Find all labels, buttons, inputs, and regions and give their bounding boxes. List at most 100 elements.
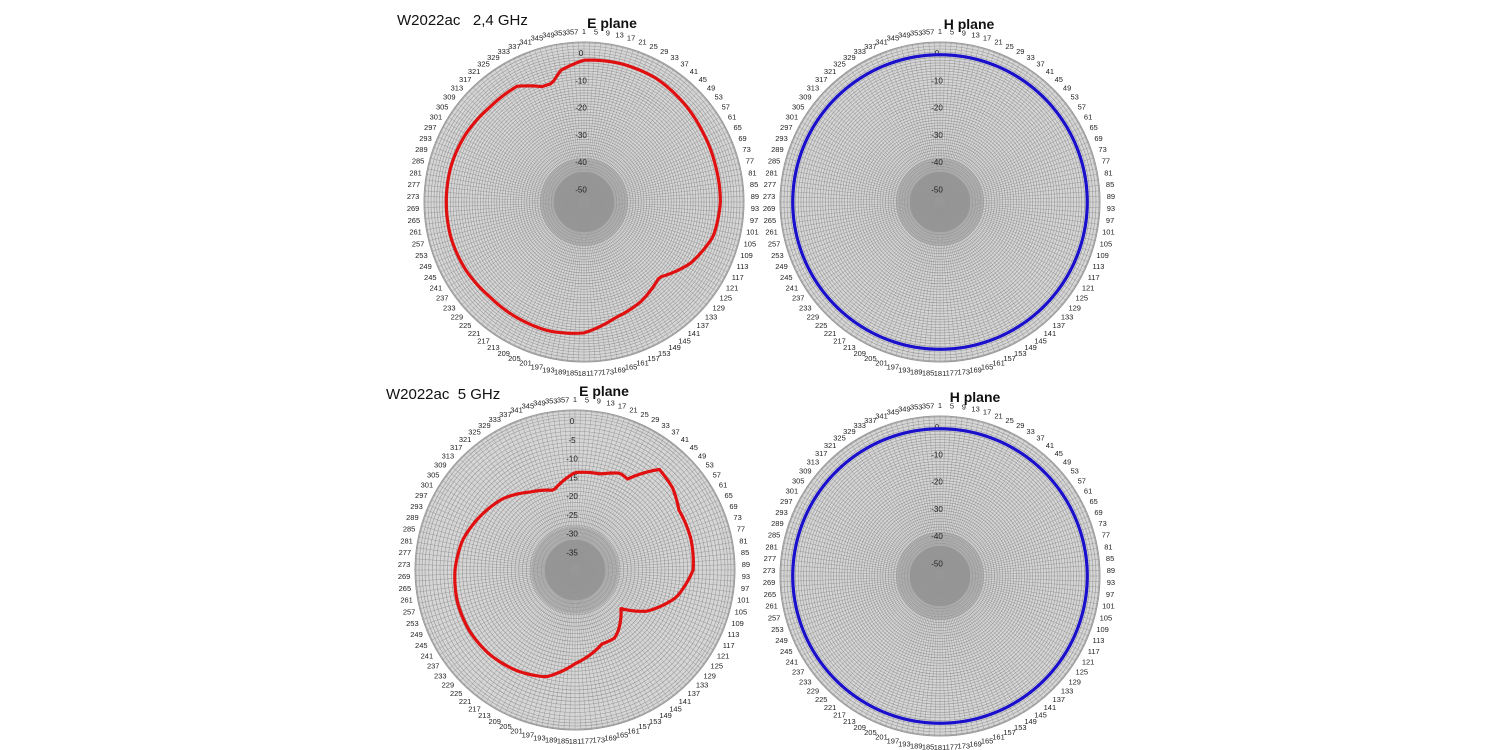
angle-label-209: 209 (497, 349, 510, 358)
angle-label-313: 313 (807, 458, 820, 467)
angle-label-69: 69 (1094, 508, 1102, 517)
angle-label-325: 325 (468, 428, 481, 437)
angle-label-193: 193 (898, 739, 911, 748)
angle-label-245: 245 (780, 273, 793, 282)
angle-label-285: 285 (412, 157, 425, 166)
angle-label-185: 185 (922, 743, 935, 750)
radial-tick-label: -40 (931, 158, 943, 167)
angle-label-313: 313 (807, 84, 820, 93)
angle-label-241: 241 (786, 658, 799, 667)
angle-label-5: 5 (594, 27, 598, 36)
polar-chart-0: 0-10-20-30-40-501 5 9 13 17 21 252933374145495… (407, 27, 759, 378)
angle-label-253: 253 (771, 625, 784, 634)
angle-label-41: 41 (690, 67, 698, 76)
polar-chart-1: 0-10-20-30-40-501 5 9 13 17 21 252933374145495… (763, 27, 1115, 378)
radial-tick-label: -50 (931, 185, 943, 194)
angle-label-25: 25 (1005, 416, 1013, 425)
angle-label-337: 337 (499, 410, 512, 419)
angle-label-333: 333 (853, 47, 866, 56)
angle-label-69: 69 (1094, 134, 1102, 143)
angle-label-233: 233 (434, 671, 447, 680)
angle-label-357: 357 (922, 401, 935, 410)
angle-label-33: 33 (661, 421, 669, 430)
angle-label-197: 197 (887, 736, 900, 745)
angle-label-241: 241 (430, 284, 443, 293)
angle-label-61: 61 (728, 113, 736, 122)
angle-label-1: 1 (573, 395, 577, 404)
angle-label-297: 297 (780, 123, 793, 132)
angle-label-81: 81 (1104, 542, 1112, 551)
angle-label-217: 217 (833, 336, 846, 345)
angle-label-157: 157 (647, 354, 660, 363)
radial-tick-label: -10 (575, 76, 587, 85)
angle-label-205: 205 (499, 722, 512, 731)
angle-label-241: 241 (786, 284, 799, 293)
plot-title-e-plane-2-4ghz: E plane (587, 15, 637, 31)
polar-chart-2: 0-5-10-15-20-25-30-351 5 9 13 17 21 2529333741… (398, 395, 750, 746)
angle-label-141: 141 (679, 697, 692, 706)
angle-label-293: 293 (419, 134, 432, 143)
angle-label-205: 205 (864, 354, 877, 363)
angle-label-329: 329 (487, 53, 500, 62)
angle-label-77: 77 (737, 525, 745, 534)
angle-label-285: 285 (403, 525, 416, 534)
angle-label-181: 181 (934, 743, 947, 750)
angle-label-153: 153 (1014, 349, 1027, 358)
angle-label-133: 133 (1061, 312, 1074, 321)
angle-label-181: 181 (578, 369, 591, 378)
angle-label-337: 337 (864, 42, 877, 51)
angle-label-309: 309 (443, 93, 456, 102)
angle-label-197: 197 (522, 730, 535, 739)
radial-tick-label: -5 (568, 436, 576, 445)
angle-label-265: 265 (408, 216, 421, 225)
angle-label-41: 41 (1046, 67, 1054, 76)
angle-label-281: 281 (765, 542, 778, 551)
angle-label-145: 145 (678, 336, 691, 345)
angle-label-173: 173 (602, 367, 615, 376)
angle-label-277: 277 (399, 548, 412, 557)
angle-label-13: 13 (971, 405, 979, 414)
angle-label-329: 329 (478, 421, 491, 430)
angle-label-105: 105 (744, 239, 757, 248)
angle-label-9: 9 (962, 29, 966, 38)
angle-label-293: 293 (775, 508, 788, 517)
angle-label-5: 5 (585, 395, 589, 404)
angle-label-113: 113 (728, 630, 740, 639)
angle-label-157: 157 (1003, 354, 1016, 363)
angle-label-269: 269 (398, 572, 411, 581)
radial-tick-label: -30 (566, 530, 578, 539)
angle-label-305: 305 (792, 476, 805, 485)
angle-label-325: 325 (833, 434, 846, 443)
angle-label-153: 153 (649, 717, 662, 726)
angle-label-249: 249 (419, 262, 432, 271)
angle-label-357: 357 (922, 27, 935, 36)
angle-label-333: 333 (853, 421, 866, 430)
angle-label-129: 129 (1068, 677, 1081, 686)
angle-label-189: 189 (910, 741, 923, 750)
angle-label-49: 49 (1063, 458, 1071, 467)
angle-label-353: 353 (545, 397, 558, 406)
angle-label-1: 1 (938, 401, 942, 410)
angle-label-317: 317 (815, 449, 828, 458)
angle-label-85: 85 (1106, 180, 1114, 189)
angle-label-305: 305 (436, 102, 449, 111)
angle-label-301: 301 (430, 113, 443, 122)
angle-label-121: 121 (726, 284, 739, 293)
angle-label-193: 193 (542, 365, 555, 374)
angle-label-73: 73 (733, 513, 741, 522)
angle-label-269: 269 (763, 204, 776, 213)
angle-label-301: 301 (786, 113, 799, 122)
angle-label-81: 81 (1104, 168, 1112, 177)
radial-tick-label: -20 (566, 492, 578, 501)
angle-label-325: 325 (833, 60, 846, 69)
angle-label-317: 317 (815, 75, 828, 84)
radial-tick-label: -10 (931, 76, 943, 85)
angle-label-29: 29 (651, 415, 659, 424)
angle-label-113: 113 (1093, 262, 1105, 271)
angle-label-245: 245 (415, 641, 428, 650)
angle-label-249: 249 (775, 262, 788, 271)
angle-label-45: 45 (699, 75, 707, 84)
angle-label-309: 309 (434, 461, 447, 470)
angle-label-189: 189 (910, 367, 923, 376)
radial-tick-label: -40 (575, 158, 587, 167)
